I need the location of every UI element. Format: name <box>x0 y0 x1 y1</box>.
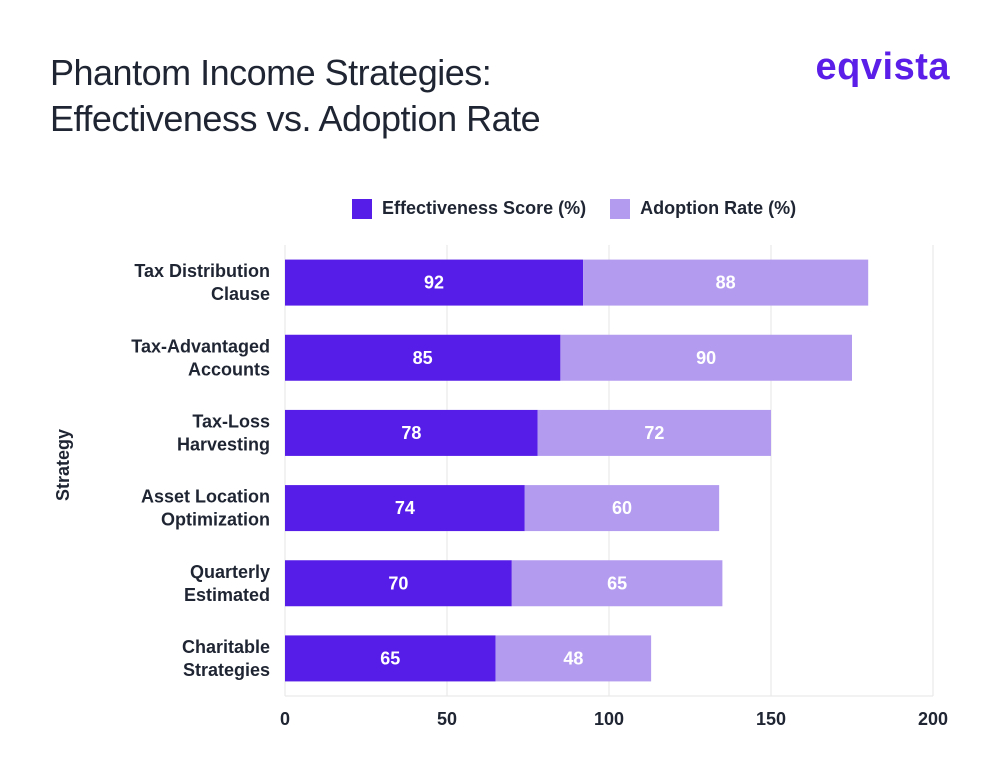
x-tick-label: 50 <box>437 709 457 729</box>
data-label-effectiveness: 78 <box>401 423 421 443</box>
bar-effectiveness <box>285 635 496 682</box>
legend-item-effectiveness: Effectiveness Score (%) <box>352 198 586 219</box>
bar-adoption <box>524 485 720 532</box>
bar-adoption <box>583 259 869 306</box>
bar-effectiveness <box>285 409 538 456</box>
y-axis-label: Strategy <box>53 429 73 501</box>
title-line-1: Phantom Income Strategies: <box>50 52 492 93</box>
bar-effectiveness <box>285 259 584 306</box>
bar-adoption <box>560 334 852 381</box>
bar-adoption <box>537 409 771 456</box>
data-label-effectiveness: 92 <box>424 273 444 293</box>
y-category-label: Quarterly Estimated <box>184 562 270 605</box>
legend-swatch-adoption <box>610 198 631 219</box>
data-label-effectiveness: 74 <box>395 498 415 518</box>
legend-label-adoption: Adoption Rate (%) <box>640 198 797 218</box>
title-line-2: Effectiveness vs. Adoption Rate <box>50 98 541 139</box>
x-tick-label: 150 <box>756 709 786 729</box>
data-label-adoption: 90 <box>696 348 716 368</box>
legend-swatch-effectiveness <box>352 198 372 219</box>
grid-lines <box>284 245 934 697</box>
bar-effectiveness <box>285 560 512 607</box>
bar-effectiveness <box>285 485 525 532</box>
data-label-effectiveness: 65 <box>380 648 400 668</box>
labels: 0 50 100 150 200 92 88 Tax Distribution Clause 85… <box>131 261 948 729</box>
x-tick-label: 200 <box>918 709 948 729</box>
bar-adoption <box>495 635 652 682</box>
y-category-label: Tax-Loss Harvesting <box>177 411 270 454</box>
bar-adoption <box>511 560 723 607</box>
y-category-label: Tax-Advantaged Accounts <box>131 336 270 379</box>
bar-effectiveness <box>285 334 561 381</box>
data-label-effectiveness: 70 <box>388 573 408 593</box>
data-label-adoption: 60 <box>612 498 632 518</box>
chart-title: Phantom Income Strategies: Effectiveness… <box>50 50 541 142</box>
y-category-label: Tax Distribution Clause <box>134 261 270 304</box>
data-label-effectiveness: 85 <box>413 348 433 368</box>
legend-item-adoption: Adoption Rate (%) <box>610 198 796 219</box>
x-tick-label: 0 <box>280 709 290 729</box>
eqvista-logo: eqvista <box>815 46 950 88</box>
chart-legend: Effectiveness Score (%) Adoption Rate (%… <box>352 198 820 219</box>
y-category-label: Asset Location Optimization <box>141 487 270 530</box>
data-label-adoption: 48 <box>563 648 583 668</box>
y-category-label: Charitable Strategies <box>182 637 270 680</box>
data-label-adoption: 88 <box>716 273 736 293</box>
bars <box>285 259 869 682</box>
data-label-adoption: 65 <box>607 573 627 593</box>
data-label-adoption: 72 <box>644 423 664 443</box>
legend-label-effectiveness: Effectiveness Score (%) <box>382 198 587 218</box>
x-tick-label: 100 <box>594 709 624 729</box>
